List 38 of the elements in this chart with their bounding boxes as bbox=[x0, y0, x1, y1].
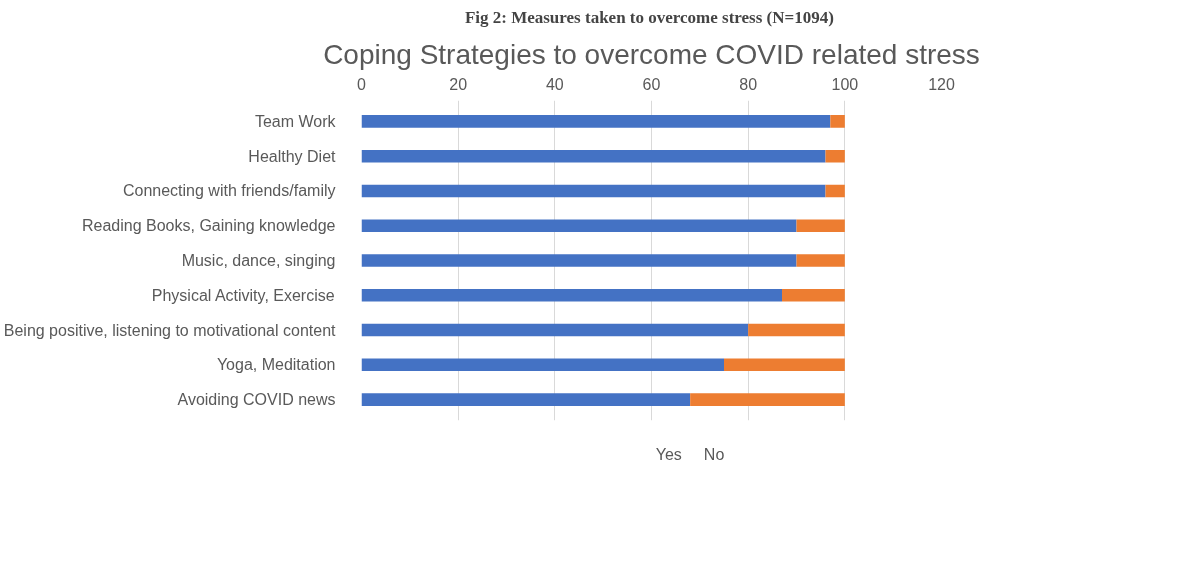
y-tick-label: Healthy Diet bbox=[248, 147, 337, 165]
y-tick-label: Physical Activity, Exercise bbox=[151, 286, 335, 304]
bar bbox=[361, 254, 797, 267]
x-tick-label: 0 bbox=[357, 75, 367, 93]
text: No bbox=[703, 446, 725, 464]
x-tick-label: 120 bbox=[928, 75, 955, 93]
bar bbox=[830, 115, 845, 128]
y-tick-label: Reading Books, Gaining knowledge bbox=[82, 217, 336, 235]
bar bbox=[361, 115, 831, 128]
y-tick-label: Music, dance, singing bbox=[181, 252, 336, 269]
bar bbox=[361, 323, 749, 337]
bar bbox=[361, 184, 826, 198]
bar bbox=[825, 184, 845, 198]
bar bbox=[748, 323, 845, 337]
x-tick-label: 100 bbox=[831, 75, 859, 93]
bar bbox=[796, 219, 845, 232]
text: Yes bbox=[655, 446, 682, 464]
y-tick-label: Connecting with friends/family bbox=[122, 182, 336, 200]
bar bbox=[782, 289, 845, 302]
bar bbox=[361, 149, 826, 163]
x-tick-label: 40 bbox=[545, 75, 564, 93]
bar bbox=[796, 254, 845, 267]
bar bbox=[361, 358, 724, 372]
bar bbox=[724, 358, 845, 372]
caption: Fig 2: Measures taken to overcome stress (N=1094) bbox=[464, 7, 834, 27]
y-tick-label: Being positive, listening to motivational content bbox=[3, 321, 337, 339]
y-tick-label: Yoga, Meditation bbox=[216, 356, 336, 374]
x-tick-label: 60 bbox=[642, 75, 661, 93]
bar bbox=[361, 289, 782, 302]
bar bbox=[361, 219, 797, 232]
bar bbox=[825, 149, 845, 163]
y-tick-label: Team Work bbox=[254, 112, 337, 130]
bar bbox=[361, 393, 691, 406]
bar bbox=[690, 393, 845, 406]
y-tick-label: Avoiding COVID news bbox=[177, 391, 336, 409]
x-tick-label: 80 bbox=[739, 75, 758, 93]
x-tick-label: 20 bbox=[449, 75, 468, 93]
chart-title: Coping Strategies to overcome COVID related stress bbox=[323, 38, 980, 70]
